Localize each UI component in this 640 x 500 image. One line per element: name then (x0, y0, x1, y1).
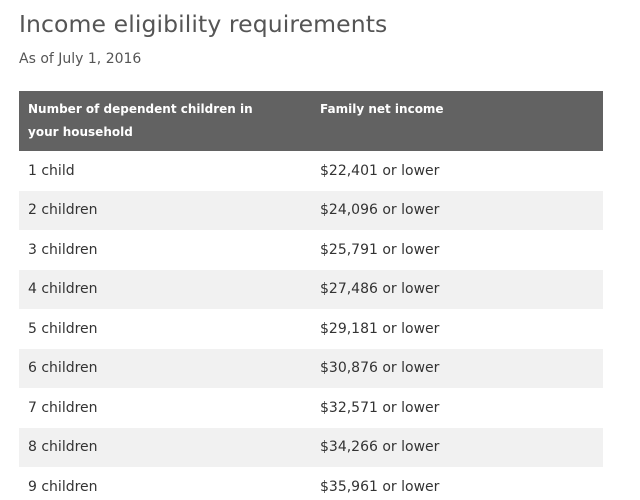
column-header-children: Number of dependent children in your hou… (19, 91, 311, 151)
income-cell: $25,791 or lower (311, 230, 603, 270)
children-cell: 5 children (19, 309, 311, 349)
table-row: 1 child $22,401 or lower (19, 151, 603, 191)
children-cell: 1 child (19, 151, 311, 191)
table-row: 3 children $25,791 or lower (19, 230, 603, 270)
children-cell: 3 children (19, 230, 311, 270)
income-cell: $22,401 or lower (311, 151, 603, 191)
table-row: 2 children $24,096 or lower (19, 190, 603, 230)
table-row: 7 children $32,571 or lower (19, 388, 603, 428)
income-eligibility-table: Number of dependent children in your hou… (19, 91, 603, 500)
effective-date: As of July 1, 2016 (19, 51, 142, 67)
table-body: 1 child $22,401 or lower 2 children $24,… (19, 151, 603, 500)
table-header: Number of dependent children in your hou… (19, 91, 603, 151)
income-cell: $30,876 or lower (311, 348, 603, 388)
table-row: 8 children $34,266 or lower (19, 427, 603, 467)
table-header-row: Number of dependent children in your hou… (19, 91, 603, 151)
children-cell: 2 children (19, 190, 311, 230)
table-row: 9 children $35,961 or lower (19, 467, 603, 500)
income-cell: $32,571 or lower (311, 388, 603, 428)
children-cell: 6 children (19, 348, 311, 388)
children-cell: 9 children (19, 467, 311, 500)
children-cell: 4 children (19, 269, 311, 309)
table-row: 5 children $29,181 or lower (19, 309, 603, 349)
children-cell: 8 children (19, 427, 311, 467)
table-row: 6 children $30,876 or lower (19, 348, 603, 388)
income-cell: $35,961 or lower (311, 467, 603, 500)
income-cell: $29,181 or lower (311, 309, 603, 349)
children-cell: 7 children (19, 388, 311, 428)
income-cell: $24,096 or lower (311, 190, 603, 230)
table-row: 4 children $27,486 or lower (19, 269, 603, 309)
page-title: Income eligibility requirements (19, 10, 388, 38)
column-header-income: Family net income (311, 91, 603, 151)
income-cell: $27,486 or lower (311, 269, 603, 309)
income-cell: $34,266 or lower (311, 427, 603, 467)
